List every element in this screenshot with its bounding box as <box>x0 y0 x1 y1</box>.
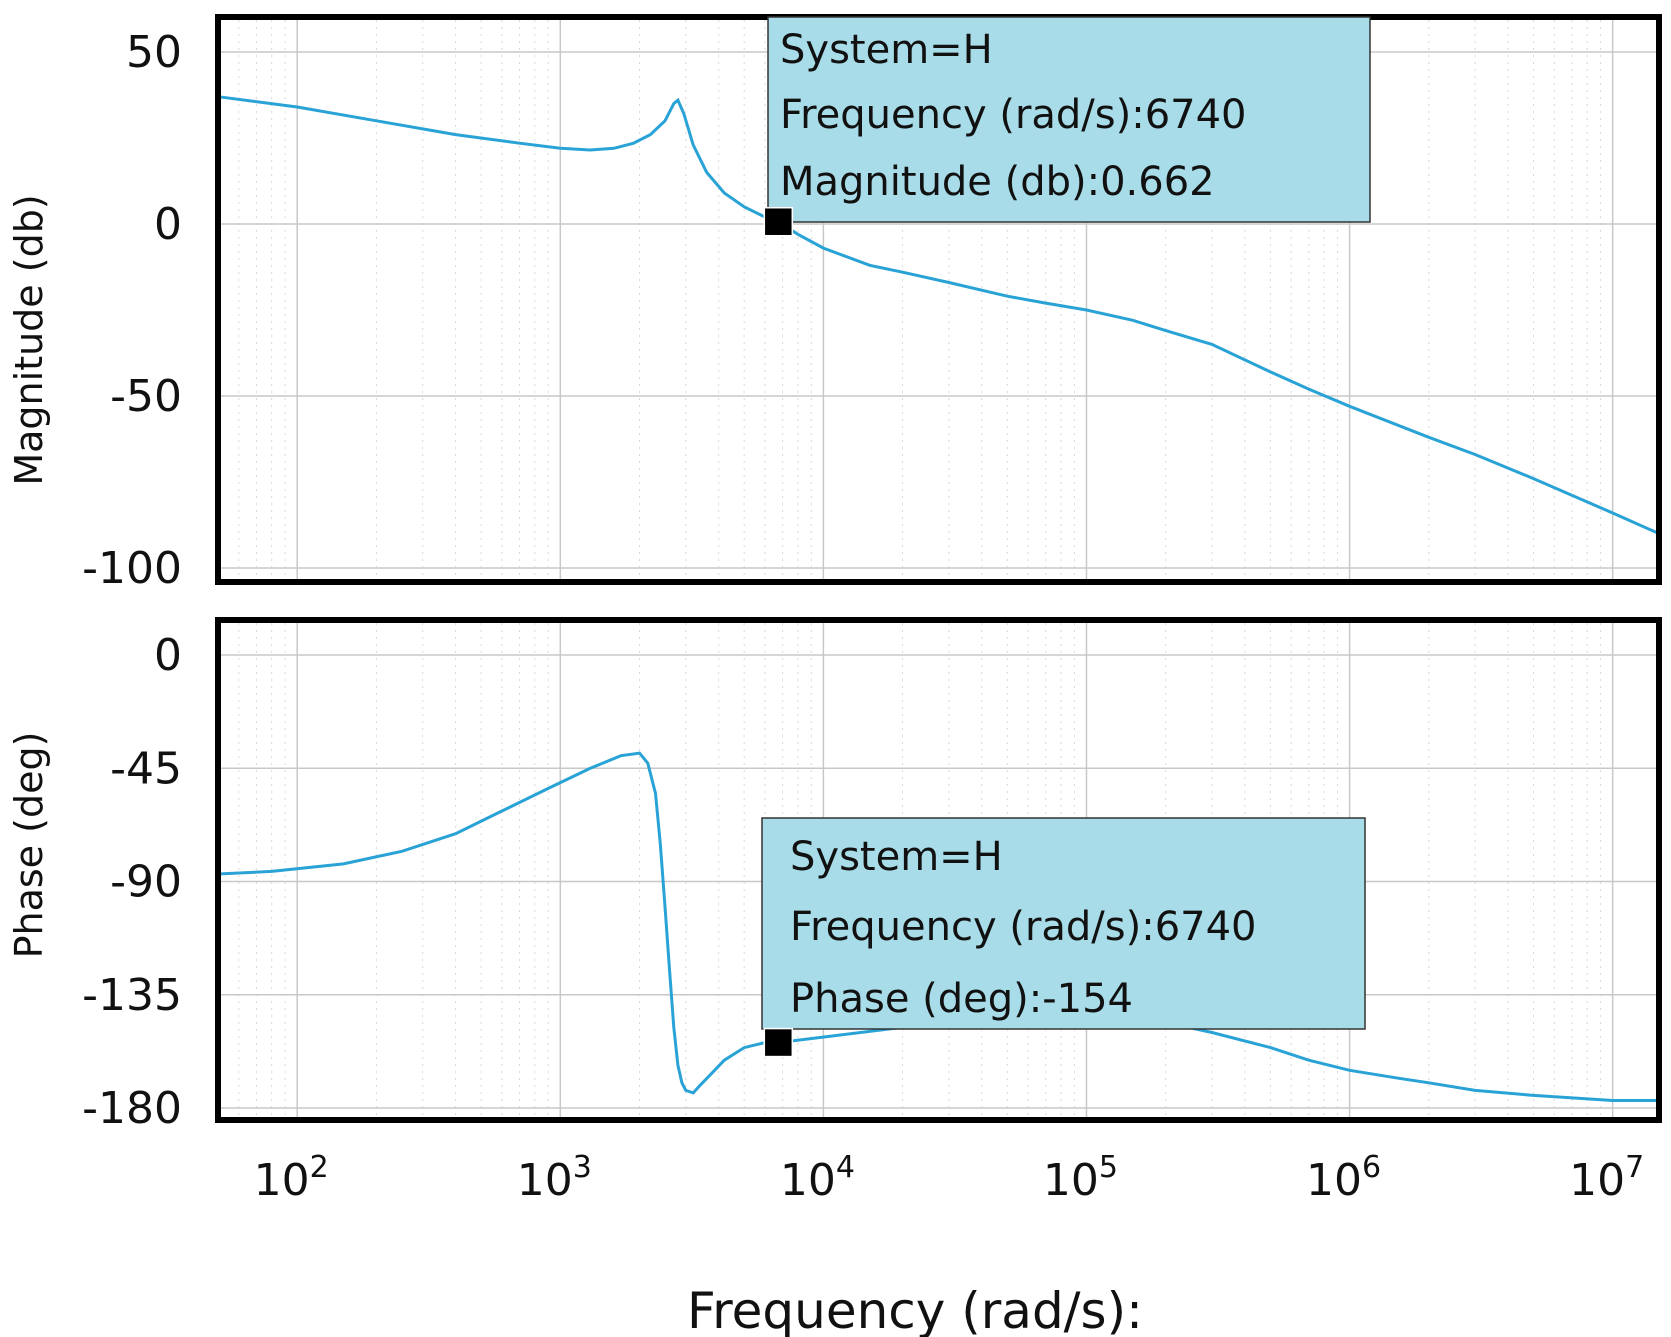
phase-tooltip-box <box>761 817 1366 1030</box>
y-tick-label: -180 <box>82 1083 182 1134</box>
magnitude-y-label: Magnitude (db) <box>7 194 51 485</box>
data-marker[interactable] <box>763 1027 794 1058</box>
phase-frame <box>215 617 1662 1123</box>
y-tick-label: 0 <box>154 630 182 681</box>
phase-tooltip-system: System=H <box>790 834 1003 880</box>
phase-y-ticks: 0 -45 -90 -135 -180 <box>82 630 182 1134</box>
y-tick-label: -45 <box>110 743 182 794</box>
magnitude-panel: 50 0 -50 -100 Magnitude (db) <box>7 14 1662 594</box>
y-tick-label: 50 <box>126 27 182 78</box>
y-tick-label: -50 <box>110 371 182 422</box>
y-tick-label: -135 <box>82 970 182 1021</box>
phase-tooltip-frequency: Frequency (rad/s):6740 <box>790 904 1257 950</box>
x-tick-label: 105 <box>1043 1150 1118 1206</box>
x-tick-label: 104 <box>780 1150 855 1206</box>
phase-tooltip-value: Phase (deg):-154 <box>790 976 1133 1022</box>
data-marker[interactable] <box>763 206 794 237</box>
x-tick-label: 102 <box>254 1150 329 1206</box>
y-tick-label: 0 <box>154 199 182 250</box>
data-markers <box>763 206 794 1058</box>
x-tick-label: 106 <box>1306 1150 1381 1206</box>
x-tick-label: 103 <box>517 1150 592 1206</box>
magnitude-tooltip: System=H Frequency (rad/s):6740 Magnitud… <box>767 16 1371 223</box>
magnitude-tooltip-value: Magnitude (db):0.662 <box>780 159 1215 205</box>
y-tick-label: -90 <box>110 857 182 908</box>
y-tick-label: -100 <box>82 543 182 594</box>
phase-tooltip: System=H Frequency (rad/s):6740 Phase (d… <box>761 817 1366 1030</box>
magnitude-tooltip-system: System=H <box>780 27 993 73</box>
phase-curve <box>217 751 1659 1102</box>
x-tick-labels: 102 103 104 105 106 107 <box>254 1150 1645 1206</box>
magnitude-tooltip-frequency: Frequency (rad/s):6740 <box>780 92 1247 138</box>
magnitude-tooltip-box <box>767 16 1371 223</box>
phase-y-label: Phase (deg) <box>7 732 51 959</box>
x-tick-label: 107 <box>1569 1150 1644 1206</box>
x-axis-label: Frequency (rad/s): <box>687 1282 1143 1337</box>
magnitude-y-ticks: 50 0 -50 -100 <box>82 27 182 594</box>
